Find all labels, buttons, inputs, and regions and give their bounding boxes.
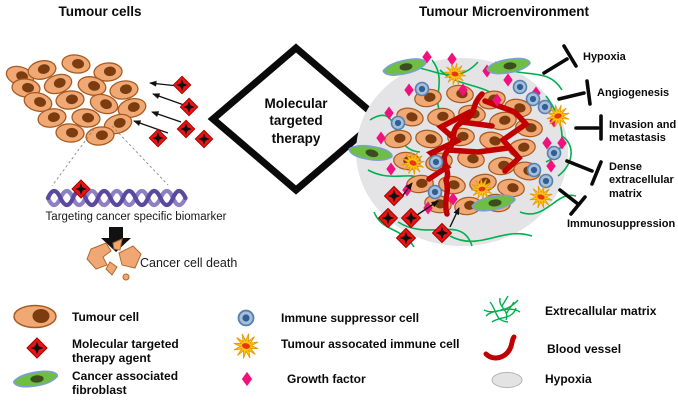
down-arrow: [101, 227, 131, 252]
cell-death-caption: Cancer cell death: [140, 256, 238, 270]
tumour-cell-cluster: [3, 52, 149, 148]
legend-label-tumour-cell: Tumour cell: [72, 310, 140, 324]
effect-invasion-metastasis: Invasion and metastasis: [609, 119, 677, 145]
effect-dense-ecm: Dense extracellular matrix: [609, 161, 674, 200]
legend-label-tumour-associated-immune-cell: Tumour assocated immune cell: [281, 337, 460, 351]
fibroblast-icon: [12, 369, 59, 389]
legend-label-immune-suppressor: Immune suppressor cell: [281, 311, 420, 325]
legend-label-fibroblast: Cancer associated fibroblast: [72, 369, 179, 398]
effect-angiogenesis: Angiogenesis: [597, 87, 670, 99]
blood-vessel-icon: [483, 334, 517, 361]
therapy-agent-icon: [26, 337, 48, 359]
effect-hypoxia: Hypoxia: [583, 51, 626, 63]
tumour-associated-immune-cell-icon: [232, 332, 260, 360]
effect-immunosuppression: Immunosuppression: [567, 218, 676, 230]
dna-helix: [45, 188, 188, 208]
cell-death-fragments: [86, 238, 142, 281]
legend-label-blood-vessel: Blood vessel: [547, 342, 622, 356]
right-title: Tumour Microenvironment: [418, 4, 589, 19]
therapy-agents-left-group: [133, 75, 214, 149]
legend-label-hypoxia: Hypoxia: [545, 372, 592, 386]
immune-suppressor-cell-icon: [237, 309, 255, 327]
legend-label-ecm: Extrecallular matrix: [545, 304, 657, 318]
therapy-agents-right-group: [378, 182, 460, 248]
molecular-targeted-therapy-diamond: [207, 43, 385, 195]
hypoxia-icon: [491, 372, 523, 388]
legend-label-growth-factor: Growth factor: [287, 372, 366, 386]
inhibition-bars: [542, 44, 603, 216]
zoom-dashed-lines: [51, 125, 169, 187]
tumour-cell-icon: [13, 304, 57, 329]
left-title: Tumour cells: [58, 4, 142, 19]
legend-label-therapy-agent: Molecular targeted therapy agent: [72, 337, 179, 366]
center-diamond-label: Molecular targeted therapy: [264, 96, 328, 146]
growth-factor-icon: [241, 371, 253, 387]
biomarker-caption: Targeting cancer specific biomarker: [45, 211, 227, 223]
diagram-canvas: [3, 43, 603, 281]
extracellular-matrix-icon: [483, 295, 521, 323]
blood-vessels: [425, 91, 531, 217]
